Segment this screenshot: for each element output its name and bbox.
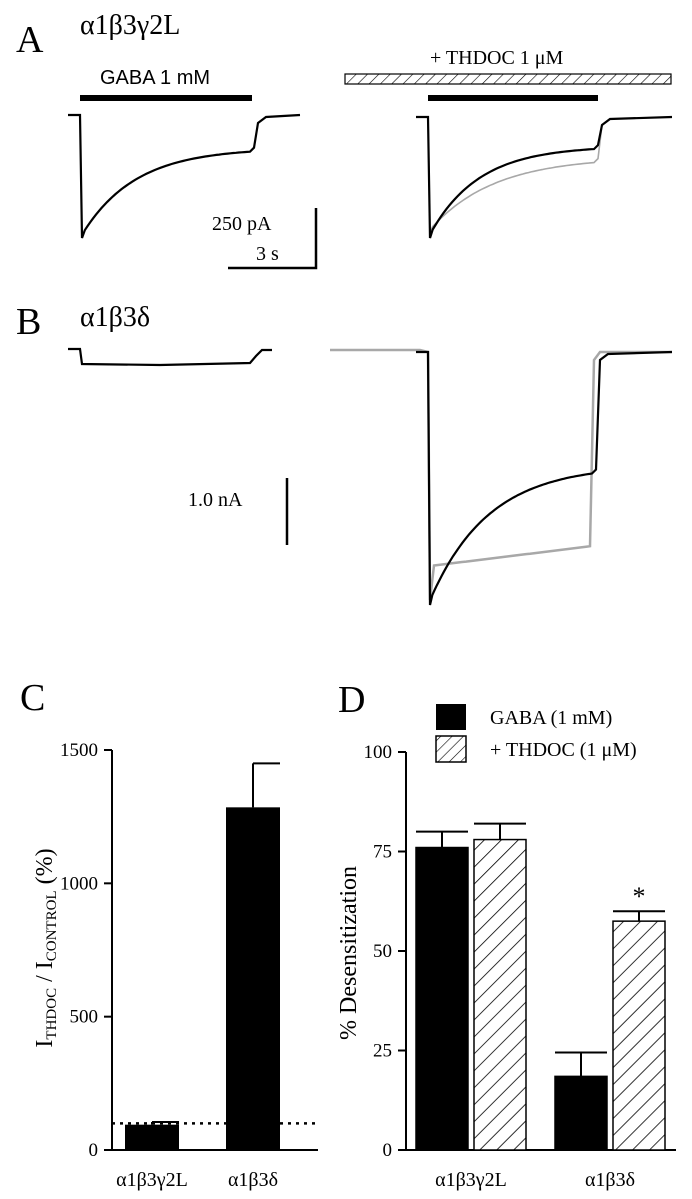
panel-c-category-label: α1β3δ — [228, 1169, 278, 1191]
current-trace-control-a — [68, 113, 301, 239]
thdoc-application-label: + THDOC 1 μM — [430, 47, 564, 69]
legend-label-gaba: GABA (1 mM) — [490, 707, 612, 729]
panel-d-bar-thdoc — [612, 920, 666, 1151]
panel-d-error-bar — [613, 910, 665, 922]
current-trace-control-overlay-a — [416, 116, 673, 233]
panel-d-letter: D — [338, 679, 365, 721]
panel-d-category-label: α1β3γ2L — [435, 1169, 507, 1191]
panel-c-error-bar — [252, 762, 280, 808]
gaba-application-label: GABA 1 mM — [100, 67, 210, 89]
current-trace-thdoc-b — [416, 350, 673, 606]
panel-d-y-tick-label: 50 — [373, 941, 392, 962]
scale-bar-b-current: 1.0 nA — [188, 489, 243, 511]
panel-c-bar — [226, 807, 280, 1150]
panel-d-y-tick-label: 0 — [383, 1140, 393, 1161]
gaba-application-bar-a-thdoc — [428, 95, 598, 101]
panel-c-y-tick-label: 500 — [70, 1007, 99, 1028]
panel-a: A α1β3γ2L GABA 1 mM + THDOC 1 μM 250 pA … — [16, 10, 673, 270]
panel-c: C ITHDOC / ICONTROL (%) 0 500 1000 1500 α1β3… — [20, 677, 318, 1191]
panel-d-bar-gaba — [415, 846, 469, 1151]
panel-d-significance-asterisk: * — [633, 882, 646, 911]
panel-b: B α1β3δ 1.0 nA — [16, 301, 673, 606]
panel-c-y-axis-title: ITHDOC / ICONTROL (%) — [32, 848, 60, 1047]
panel-d-y-axis-title: % Desensitization — [336, 866, 362, 1040]
panel-a-construct-label: α1β3γ2L — [80, 10, 180, 41]
panel-c-y-tick-label: 0 — [89, 1140, 99, 1161]
current-trace-control-overlay-b — [330, 348, 672, 601]
legend-swatch-gaba — [436, 704, 466, 730]
thdoc-application-bar — [344, 73, 672, 85]
current-trace-thdoc-a — [416, 115, 673, 239]
panel-c-error-bar — [151, 1121, 179, 1125]
panel-d-bar-thdoc — [473, 838, 527, 1151]
panel-b-letter: B — [16, 301, 41, 343]
scale-bar-a-time: 3 s — [256, 243, 279, 265]
panel-d-error-bar — [474, 822, 526, 840]
panel-d: D % Desensitization GABA (1 mM) + THDOC … — [336, 679, 676, 1191]
panel-c-y-tick-label: 1500 — [60, 740, 98, 761]
panel-d-error-bar — [416, 830, 468, 848]
panel-a-letter: A — [16, 19, 44, 61]
panel-d-y-tick-label: 75 — [373, 842, 392, 863]
legend-swatch-thdoc — [435, 735, 467, 763]
scale-bar-a — [228, 208, 318, 270]
panel-d-category-label: α1β3δ — [585, 1169, 635, 1191]
panel-d-y-tick-label: 100 — [364, 742, 393, 763]
panel-d-bar-gaba — [554, 1075, 608, 1151]
current-trace-control-b — [68, 347, 272, 367]
panel-d-y-tick-label: 25 — [373, 1041, 392, 1062]
panel-d-error-bar — [555, 1051, 607, 1077]
panel-c-letter: C — [20, 677, 45, 719]
gaba-application-bar-a — [80, 95, 252, 101]
panel-b-construct-label: α1β3δ — [80, 302, 150, 333]
panel-c-category-label: α1β3γ2L — [116, 1169, 188, 1191]
legend-label-thdoc: + THDOC (1 μM) — [490, 739, 637, 761]
scale-bar-a-current: 250 pA — [212, 213, 272, 235]
panel-c-y-tick-label: 1000 — [60, 873, 98, 894]
panel-c-bar — [125, 1124, 179, 1150]
